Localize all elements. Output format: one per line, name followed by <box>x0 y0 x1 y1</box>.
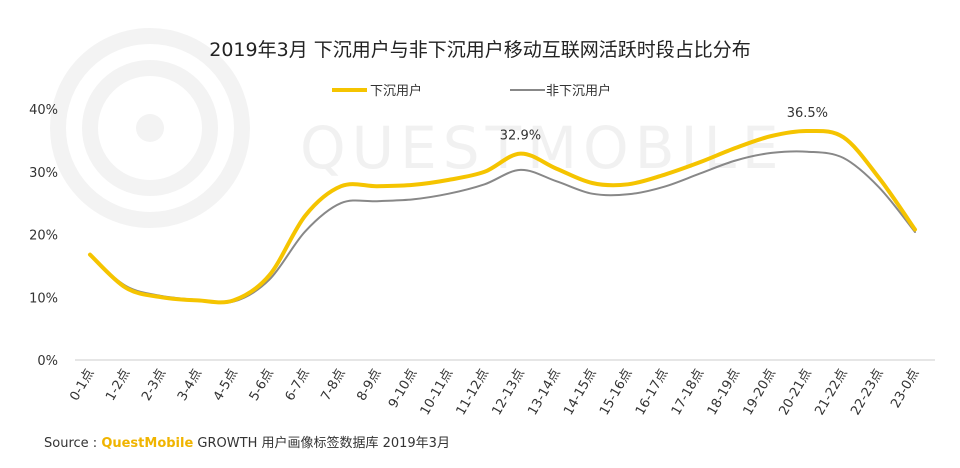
x-tick-label: 17-18点 <box>669 367 707 418</box>
watermark-text: QUESTMOBILE <box>300 114 785 182</box>
x-tick-label: 12-13点 <box>490 367 528 418</box>
legend: 下沉用户 非下沉用户 <box>332 83 611 99</box>
annotations: 32.9% 36.5% <box>500 106 828 144</box>
x-tick-label: 13-14点 <box>525 367 563 418</box>
x-tick-label: 4-5点 <box>211 367 241 404</box>
legend-label-series-1: 下沉用户 <box>370 83 422 99</box>
x-tick-label: 16-17点 <box>633 367 671 418</box>
x-tick-label: 20-21点 <box>776 367 814 418</box>
peak-label: 32.9% <box>500 129 541 144</box>
source-suffix: GROWTH 用户画像标签数据库 2019年3月 <box>193 436 450 451</box>
peak-label: 36.5% <box>787 106 828 121</box>
x-tick-label: 0-1点 <box>67 367 97 404</box>
x-tick-label: 19-20点 <box>741 367 779 418</box>
x-tick-label: 1-2点 <box>103 367 133 404</box>
y-tick-label: 0% <box>37 354 58 369</box>
x-tick-label: 6-7点 <box>283 367 313 404</box>
chart-title: 2019年3月 下沉用户与非下沉用户移动互联网活跃时段占比分布 <box>209 39 750 61</box>
x-tick-label: 18-19点 <box>705 367 743 418</box>
x-axis: 0-1点 1-2点 2-3点 3-4点 4-5点 5-6点 6-7点 7-8点 8-9点 9-10… <box>67 366 922 417</box>
x-tick-label: 9-10点 <box>386 367 420 411</box>
y-axis: 0% 10% 20% 30% 40% <box>29 103 58 369</box>
watermark-ring-inner-icon <box>82 60 218 196</box>
x-tick-label: 14-15点 <box>561 367 599 418</box>
watermark-dot-icon <box>136 114 164 142</box>
x-tick-label: 15-16点 <box>597 367 635 418</box>
source-prefix: Source : <box>44 436 98 451</box>
series-line-1 <box>88 128 917 305</box>
y-tick-label: 40% <box>29 103 58 118</box>
x-tick-label: 7-8点 <box>318 367 348 404</box>
y-tick-label: 10% <box>29 291 58 306</box>
source-brand: QuestMobile <box>101 436 194 451</box>
series-lines <box>88 128 917 305</box>
x-tick-label: 21-22点 <box>812 367 850 418</box>
x-tick-label: 8-9点 <box>354 367 384 404</box>
source-note: Source : QuestMobile GROWTH 用户画像标签数据库 20… <box>44 432 450 451</box>
x-tick-label: 22-23点 <box>848 367 886 418</box>
x-tick-label: 11-12点 <box>454 366 492 417</box>
legend-label-series-2: 非下沉用户 <box>546 83 611 99</box>
watermark-ring-icon <box>50 28 250 228</box>
x-tick-label: 10-11点 <box>418 367 456 418</box>
x-tick-label: 2-3点 <box>139 367 169 404</box>
x-tick-label: 3-4点 <box>175 367 205 404</box>
watermark: QUESTMOBILE <box>50 28 785 228</box>
y-tick-label: 30% <box>29 166 58 181</box>
x-tick-label: 5-6点 <box>247 367 277 404</box>
y-tick-label: 20% <box>29 229 58 244</box>
x-tick-label: 23-0点 <box>888 367 922 411</box>
